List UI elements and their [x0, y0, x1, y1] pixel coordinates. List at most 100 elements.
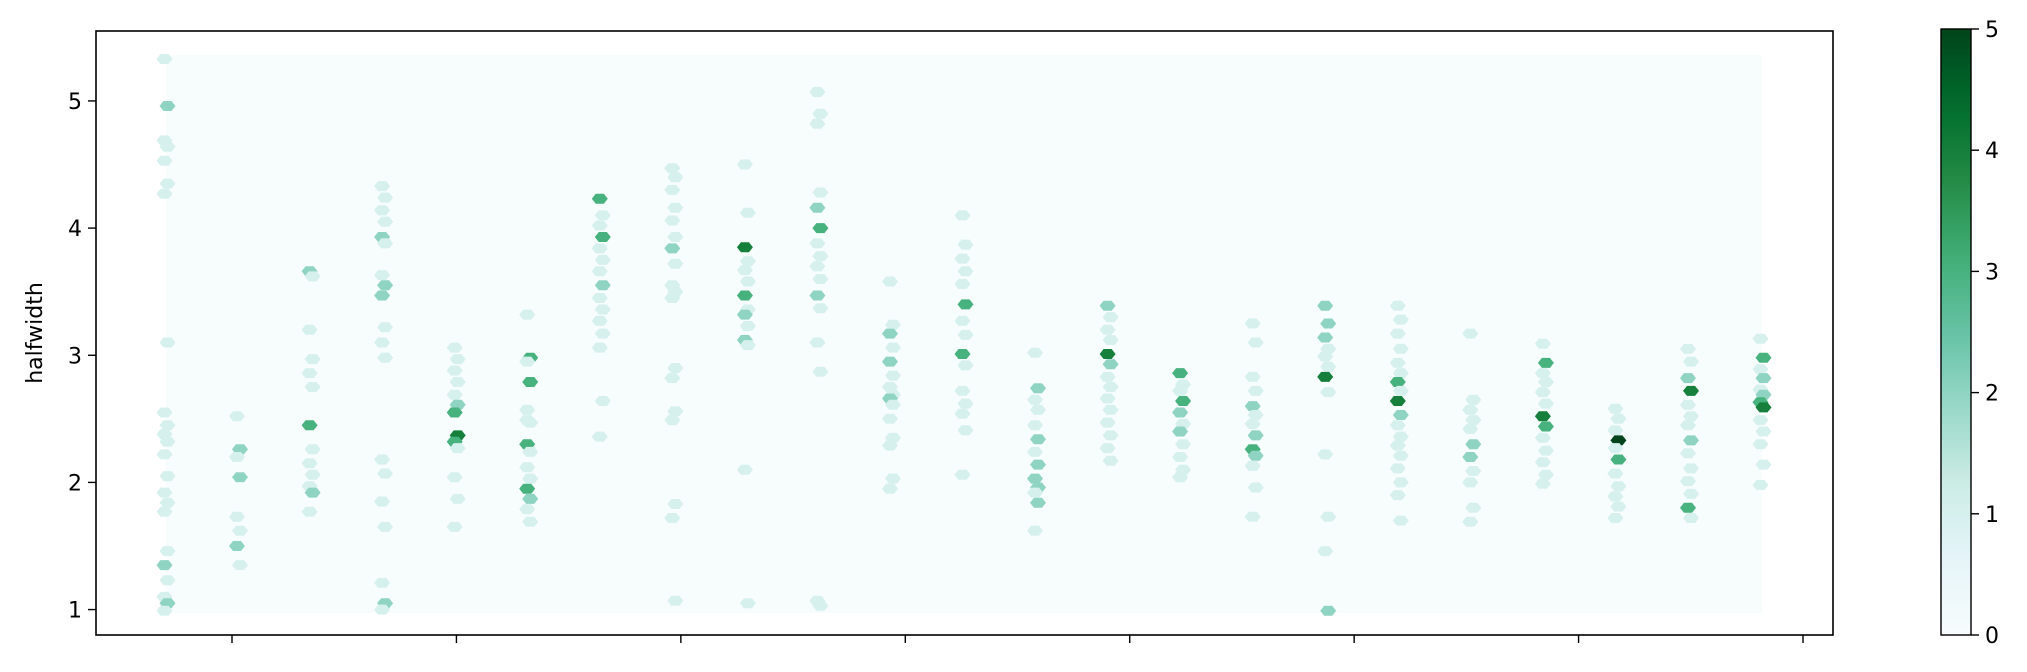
colorbar-tick-label: 2: [1985, 382, 1999, 407]
hex-cell: [885, 399, 901, 410]
hex-cell: [519, 439, 536, 450]
hex-cell: [1317, 371, 1334, 382]
hex-cell: [159, 497, 176, 508]
hex-cell: [1389, 357, 1406, 368]
hex-cell: [1752, 415, 1769, 426]
hex-cell: [229, 511, 245, 522]
hex-cell: [156, 188, 173, 199]
hex-cell: [812, 303, 829, 314]
hex-cell: [377, 192, 394, 203]
hex-cell: [1320, 343, 1337, 354]
hex-cell: [1027, 473, 1043, 484]
hex-cell: [1389, 377, 1406, 387]
hex-cell: [1462, 452, 1479, 462]
y-tick-label: 1: [68, 599, 82, 624]
hex-cell: [1389, 420, 1406, 431]
hex-cell: [1392, 343, 1409, 354]
hex-cell: [519, 309, 536, 320]
hex-cell: [1392, 477, 1409, 488]
hex-cell: [1027, 525, 1043, 536]
hex-cell: [957, 425, 974, 436]
hex-cell: [882, 413, 898, 424]
hex-cell: [159, 598, 176, 609]
hex-cell: [1102, 382, 1119, 392]
hex-cell: [519, 404, 536, 415]
hex-cell: [519, 462, 536, 473]
hex-cell: [1610, 481, 1627, 492]
hex-cell: [591, 293, 608, 303]
hex-cell: [957, 329, 974, 340]
hex-cell: [1465, 466, 1482, 476]
hex-cell: [957, 398, 974, 409]
hex-cell: [1099, 371, 1116, 382]
hex-cell: [304, 271, 321, 282]
hex-cell: [1244, 318, 1261, 329]
hex-cell: [954, 349, 971, 359]
hex-cell: [1465, 502, 1482, 513]
hex-cell: [374, 604, 391, 615]
hex-cell: [885, 432, 901, 443]
hex-cell: [1462, 424, 1479, 434]
hex-cell: [594, 396, 611, 406]
hex-cell: [522, 473, 539, 484]
colorbar-gradient: [1940, 28, 1972, 636]
hex-cell: [446, 521, 463, 532]
hex-cell: [667, 172, 684, 183]
hex-cell: [1755, 426, 1772, 437]
hex-cell: [304, 444, 321, 455]
hex-cell: [156, 449, 173, 460]
hex-cell: [374, 496, 391, 507]
hex-cell: [664, 243, 681, 254]
hex-cell: [882, 276, 898, 287]
hex-cell: [1752, 364, 1769, 375]
hex-cell: [664, 293, 681, 303]
hex-cell: [954, 469, 971, 480]
hex-cell: [1102, 359, 1119, 370]
hex-cell: [1683, 385, 1699, 396]
hex-cell: [1755, 389, 1772, 400]
hex-cell: [1317, 300, 1334, 311]
hex-cell: [159, 575, 176, 586]
hex-cell: [1755, 373, 1772, 384]
hex-cell: [1247, 450, 1264, 461]
hex-cell: [1755, 352, 1772, 363]
hex-cell: [301, 506, 318, 517]
hex-cell: [159, 101, 176, 111]
hex-cell: [374, 290, 391, 301]
hex-cell: [159, 471, 176, 482]
hex-cell: [232, 525, 248, 536]
hex-cell: [374, 181, 391, 192]
hex-cell: [1102, 335, 1119, 345]
colorbar-tick-label: 3: [1985, 260, 1999, 285]
hex-cell: [1537, 377, 1554, 387]
hex-cell: [1755, 459, 1772, 470]
hex-cell: [446, 472, 463, 483]
hex-cell: [885, 342, 901, 353]
hex-cell: [1683, 411, 1699, 422]
hex-cell: [591, 315, 608, 326]
hex-cell: [374, 337, 391, 348]
hex-cell: [812, 274, 829, 284]
colorbar: 0 1 2 3 4 5: [1940, 18, 1999, 649]
hex-cell: [885, 473, 901, 484]
hex-cell: [1317, 546, 1334, 557]
hex-cell: [1680, 399, 1696, 410]
hex-cell: [882, 382, 898, 392]
hex-cell: [229, 411, 245, 422]
hex-cell: [1317, 332, 1334, 343]
y-tick-label: 2: [68, 471, 82, 496]
hex-cell: [1537, 421, 1554, 432]
hex-cell: [449, 443, 466, 454]
hex-cell: [736, 265, 753, 276]
y-axis: 1 2 3 4 5: [68, 90, 96, 624]
hex-cell: [885, 370, 901, 381]
hex-cell: [1320, 361, 1337, 372]
hex-cell: [1680, 476, 1696, 487]
hex-cell: [1680, 373, 1696, 384]
hex-cell: [1534, 387, 1551, 398]
hex-cell: [1175, 418, 1192, 429]
hex-cell: [1683, 463, 1699, 474]
hex-cell: [301, 324, 318, 335]
colorbar-tick-label: 5: [1985, 18, 1999, 43]
